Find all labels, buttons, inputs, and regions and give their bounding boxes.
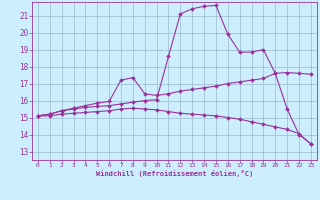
X-axis label: Windchill (Refroidissement éolien,°C): Windchill (Refroidissement éolien,°C) [96, 170, 253, 177]
